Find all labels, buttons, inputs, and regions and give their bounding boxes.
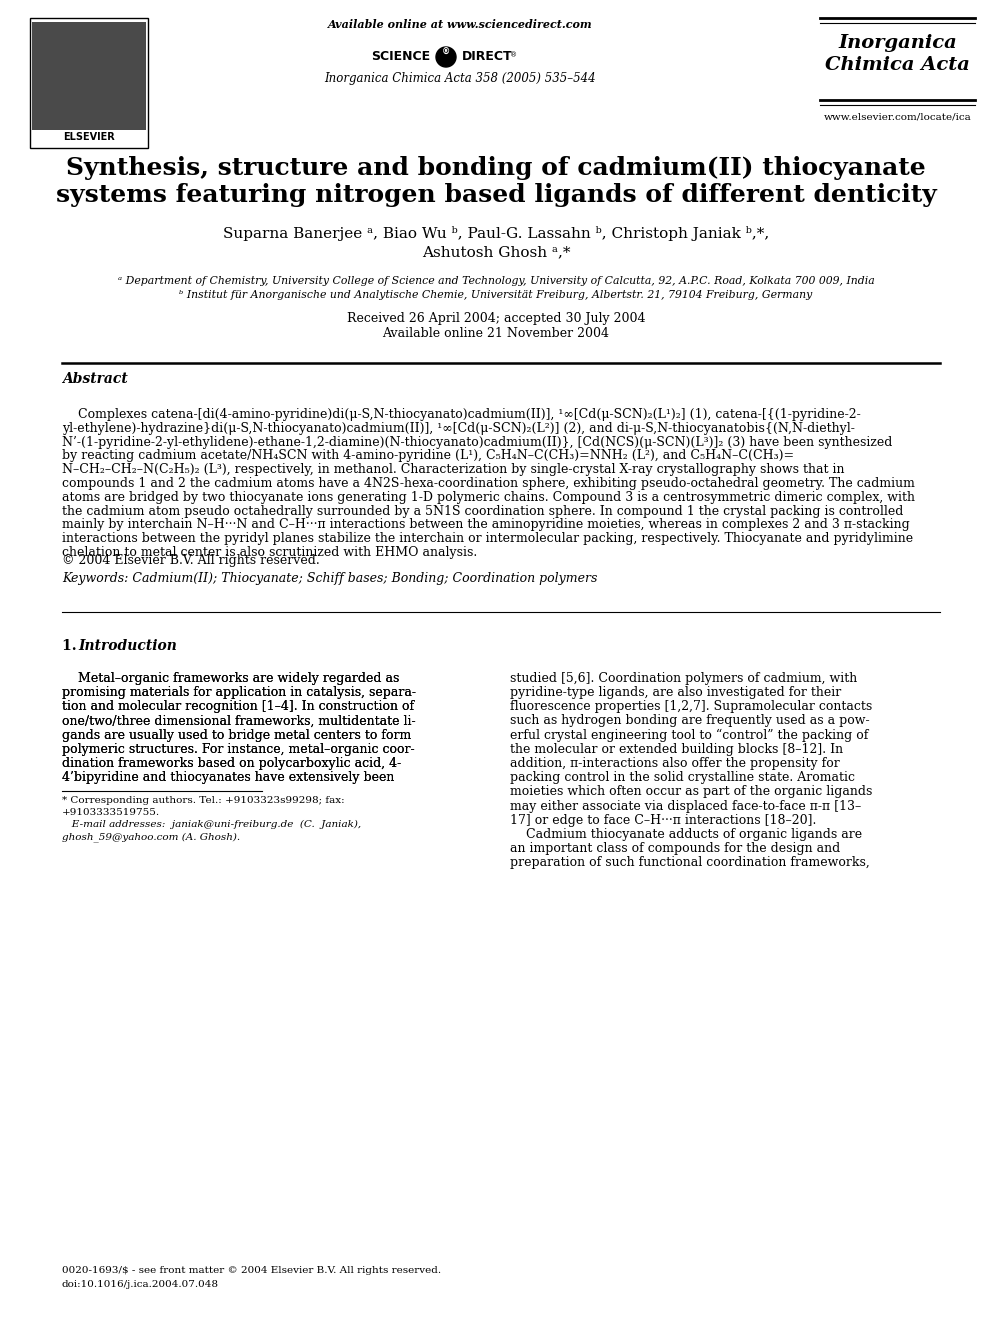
Text: gands are usually used to bridge metal centers to form: gands are usually used to bridge metal c… (62, 729, 412, 742)
Text: systems featuring nitrogen based ligands of different denticity: systems featuring nitrogen based ligands… (56, 183, 936, 206)
Bar (32, 22, 146, 130)
Text: 0020-1693/$ - see front matter © 2004 Elsevier B.V. All rights reserved.: 0020-1693/$ - see front matter © 2004 El… (62, 1266, 441, 1275)
Text: studied [5,6]. Coordination polymers of cadmium, with: studied [5,6]. Coordination polymers of … (510, 672, 857, 685)
Text: preparation of such functional coordination frameworks,: preparation of such functional coordinat… (510, 856, 870, 869)
Text: N–CH₂–CH₂–N(C₂H₅)₂ (L³), respectively, in methanol. Characterization by single-c: N–CH₂–CH₂–N(C₂H₅)₂ (L³), respectively, i… (62, 463, 844, 476)
Text: yl-ethylene)-hydrazine}di(μ-S,N-thiocyanato)cadmium(II)], ¹∞[Cd(μ-SCN)₂(L²)] (2): yl-ethylene)-hydrazine}di(μ-S,N-thiocyan… (62, 422, 855, 435)
Text: may either associate via displaced face-to-face π-π [13–: may either associate via displaced face-… (510, 799, 861, 812)
Text: Introduction: Introduction (78, 639, 177, 652)
Text: ®: ® (441, 48, 450, 57)
Text: erful crystal engineering tool to “control” the packing of: erful crystal engineering tool to “contr… (510, 729, 868, 742)
Text: www.elsevier.com/locate/ica: www.elsevier.com/locate/ica (823, 112, 971, 122)
Bar (30, 19, 148, 148)
Text: the molecular or extended building blocks [8–12]. In: the molecular or extended building block… (510, 742, 843, 755)
Text: dination frameworks based on polycarboxylic acid, 4-: dination frameworks based on polycarboxy… (62, 757, 401, 770)
Text: Keywords: Cadmium(II); Thiocyanate; Schiff bases; Bonding; Coordination polymers: Keywords: Cadmium(II); Thiocyanate; Schi… (62, 572, 597, 585)
Text: by reacting cadmium acetate/NH₄SCN with 4-amino-pyridine (L¹), C₅H₄N–C(CH₃)=NNH₂: by reacting cadmium acetate/NH₄SCN with … (62, 450, 795, 463)
Text: one/two/three dimensional frameworks, multidentate li-: one/two/three dimensional frameworks, mu… (62, 714, 416, 728)
Text: Available online at www.sciencedirect.com: Available online at www.sciencedirect.co… (327, 19, 592, 30)
Text: Complexes catena-[di(4-amino-pyridine)di(μ-S,N-thiocyanato)cadmium(II)], ¹∞[Cd(μ: Complexes catena-[di(4-amino-pyridine)di… (62, 407, 861, 421)
Text: ghosh_59@yahoo.com (A. Ghosh).: ghosh_59@yahoo.com (A. Ghosh). (62, 832, 240, 841)
Text: pyridine-type ligands, are also investigated for their: pyridine-type ligands, are also investig… (510, 687, 841, 699)
Text: moieties which often occur as part of the organic ligands: moieties which often occur as part of th… (510, 786, 872, 798)
Text: ELSEVIER: ELSEVIER (63, 132, 115, 142)
Text: addition, π-interactions also offer the propensity for: addition, π-interactions also offer the … (510, 757, 840, 770)
Text: compounds 1 and 2 the cadmium atoms have a 4N2S-hexa-coordination sphere, exhibi: compounds 1 and 2 the cadmium atoms have… (62, 478, 915, 490)
Text: packing control in the solid crystalline state. Aromatic: packing control in the solid crystalline… (510, 771, 855, 785)
Text: ᵃ Department of Chemistry, University College of Science and Technology, Univers: ᵃ Department of Chemistry, University Co… (118, 277, 874, 286)
Text: 4’bipyridine and thiocyanates have extensively been: 4’bipyridine and thiocyanates have exten… (62, 771, 395, 785)
Text: Ashutosh Ghosh ᵃ,*: Ashutosh Ghosh ᵃ,* (422, 245, 570, 259)
Text: ®: ® (510, 52, 517, 58)
Text: promising materials for application in catalysis, separa-: promising materials for application in c… (62, 687, 416, 699)
Text: 17] or edge to face C–H···π interactions [18–20].: 17] or edge to face C–H···π interactions… (510, 814, 816, 827)
Text: E-mail addresses:  janiak@uni-freiburg.de  (C.  Janiak),: E-mail addresses: janiak@uni-freiburg.de… (62, 820, 361, 830)
Text: such as hydrogen bonding are frequently used as a pow-: such as hydrogen bonding are frequently … (510, 714, 870, 728)
Text: N’-(1-pyridine-2-yl-ethylidene)-ethane-1,2-diamine)(N-thiocyanato)cadmium(II)}, : N’-(1-pyridine-2-yl-ethylidene)-ethane-1… (62, 435, 893, 448)
Text: polymeric structures. For instance, metal–organic coor-: polymeric structures. For instance, meta… (62, 742, 415, 755)
Text: Abstract: Abstract (62, 372, 128, 386)
Text: tion and molecular recognition [1–4]. In construction of: tion and molecular recognition [1–4]. In… (62, 700, 414, 713)
Text: gands are usually used to bridge metal centers to form: gands are usually used to bridge metal c… (62, 729, 412, 742)
Text: Inorganica: Inorganica (838, 34, 957, 52)
Text: 1.: 1. (62, 639, 81, 652)
Text: one/two/three dimensional frameworks, multidentate li-: one/two/three dimensional frameworks, mu… (62, 714, 416, 728)
Text: dination frameworks based on polycarboxylic acid, 4-: dination frameworks based on polycarboxy… (62, 757, 401, 770)
Text: Received 26 April 2004; accepted 30 July 2004: Received 26 April 2004; accepted 30 July… (347, 312, 645, 325)
Text: Metal–organic frameworks are widely regarded as: Metal–organic frameworks are widely rega… (62, 672, 400, 685)
Text: 4’bipyridine and thiocyanates have extensively been: 4’bipyridine and thiocyanates have exten… (62, 771, 395, 785)
Text: +9103333519755.: +9103333519755. (62, 808, 160, 818)
Text: polymeric structures. For instance, metal–organic coor-: polymeric structures. For instance, meta… (62, 742, 415, 755)
Text: Cadmium thiocyanate adducts of organic ligands are: Cadmium thiocyanate adducts of organic l… (510, 828, 862, 841)
Text: interactions between the pyridyl planes stabilize the interchain or intermolecul: interactions between the pyridyl planes … (62, 532, 913, 545)
Text: Synthesis, structure and bonding of cadmium(II) thiocyanate: Synthesis, structure and bonding of cadm… (66, 156, 926, 180)
Text: an important class of compounds for the design and: an important class of compounds for the … (510, 843, 840, 855)
Text: Metal–organic frameworks are widely regarded as: Metal–organic frameworks are widely rega… (62, 672, 400, 685)
Text: the cadmium atom pseudo octahedrally surrounded by a 5N1S coordination sphere. I: the cadmium atom pseudo octahedrally sur… (62, 504, 904, 517)
Text: Suparna Banerjee ᵃ, Biao Wu ᵇ, Paul-G. Lassahn ᵇ, Christoph Janiak ᵇ,*,: Suparna Banerjee ᵃ, Biao Wu ᵇ, Paul-G. L… (223, 226, 769, 241)
Text: ᵇ Institut für Anorganische und Analytische Chemie, Universität Freiburg, Albert: ᵇ Institut für Anorganische und Analytis… (180, 290, 812, 300)
Text: fluorescence properties [1,2,7]. Supramolecular contacts: fluorescence properties [1,2,7]. Supramo… (510, 700, 872, 713)
Text: tion and molecular recognition [1–4]. In construction of: tion and molecular recognition [1–4]. In… (62, 700, 414, 713)
Text: SCIENCE: SCIENCE (371, 50, 430, 64)
Text: Chimica Acta: Chimica Acta (825, 56, 970, 74)
Text: Available online 21 November 2004: Available online 21 November 2004 (383, 327, 609, 340)
Circle shape (436, 48, 456, 67)
Text: Inorganica Chimica Acta 358 (2005) 535–544: Inorganica Chimica Acta 358 (2005) 535–5… (324, 71, 596, 85)
Text: atoms are bridged by two thiocyanate ions generating 1-D polymeric chains. Compo: atoms are bridged by two thiocyanate ion… (62, 491, 915, 504)
Text: doi:10.1016/j.ica.2004.07.048: doi:10.1016/j.ica.2004.07.048 (62, 1279, 219, 1289)
Text: promising materials for application in catalysis, separa-: promising materials for application in c… (62, 687, 416, 699)
Text: © 2004 Elsevier B.V. All rights reserved.: © 2004 Elsevier B.V. All rights reserved… (62, 554, 319, 566)
Text: * Corresponding authors. Tel.: +9103323s99298; fax:: * Corresponding authors. Tel.: +9103323s… (62, 796, 344, 806)
Text: chelation to metal center is also scrutinized with EHMO analysis.: chelation to metal center is also scruti… (62, 546, 477, 560)
Text: mainly by interchain N–H···N and C–H···π interactions between the aminopyridine : mainly by interchain N–H···N and C–H···π… (62, 519, 910, 532)
Text: DIRECT: DIRECT (462, 50, 513, 64)
